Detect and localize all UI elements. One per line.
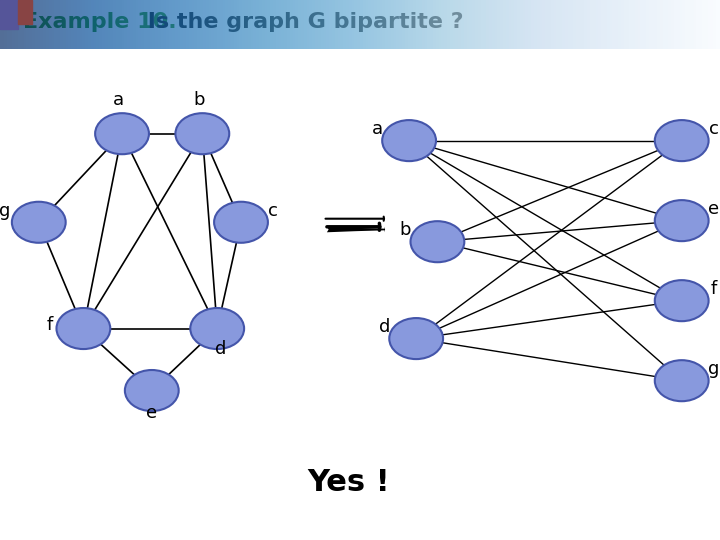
Text: e: e [708, 200, 719, 218]
Text: a: a [113, 91, 124, 110]
Circle shape [95, 113, 149, 154]
Circle shape [382, 120, 436, 161]
Text: c: c [268, 201, 278, 220]
Text: g: g [0, 201, 11, 220]
Text: Yes !: Yes ! [307, 468, 390, 497]
Circle shape [654, 280, 708, 321]
Circle shape [56, 308, 110, 349]
Text: f: f [711, 280, 716, 298]
Text: a: a [372, 120, 383, 138]
Circle shape [654, 200, 708, 241]
Text: g: g [708, 360, 719, 378]
Circle shape [654, 120, 708, 161]
Circle shape [410, 221, 464, 262]
Circle shape [190, 308, 244, 349]
Text: f: f [46, 316, 53, 334]
Text: d: d [379, 318, 390, 336]
Circle shape [12, 202, 66, 243]
Text: d: d [215, 340, 226, 358]
Text: e: e [146, 404, 158, 422]
Text: b: b [400, 221, 411, 239]
Bar [0, 0, 18, 29]
Bar [18, 0, 32, 24]
Text: b: b [193, 91, 204, 110]
Circle shape [176, 113, 229, 154]
Circle shape [654, 360, 708, 401]
Text: Is the graph G bipartite ?: Is the graph G bipartite ? [140, 12, 464, 32]
Text: c: c [708, 120, 719, 138]
Circle shape [390, 318, 443, 359]
Circle shape [125, 370, 179, 411]
Circle shape [214, 202, 268, 243]
Text: Example 10.: Example 10. [23, 12, 177, 32]
